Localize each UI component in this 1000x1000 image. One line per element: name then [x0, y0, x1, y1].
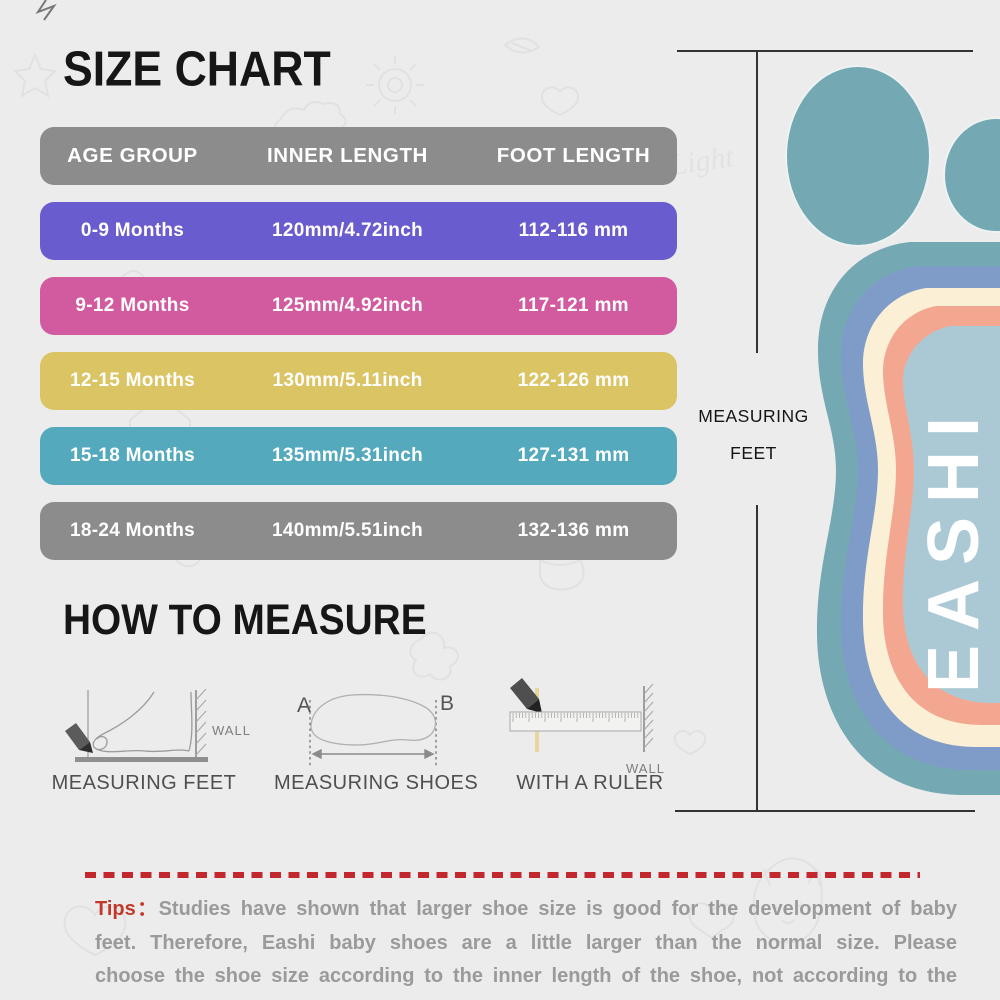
floor-line	[75, 757, 208, 762]
foot-length-cell: 122-126 mm	[517, 370, 630, 391]
foot-center	[902, 326, 1000, 703]
tips-paragraph: Tips：Studies have shown that larger shoe…	[95, 893, 957, 1000]
diagram-label-ruler: WITH A RULER	[516, 772, 664, 794]
ruler	[509, 711, 642, 732]
diagram-label-feet: MEASURING FEET	[51, 772, 237, 794]
foot-length-cell: 132-136 mm	[517, 520, 630, 541]
pencil-icon	[65, 723, 93, 753]
bracket-top-line	[677, 50, 973, 52]
diagram-label-shoes: MEASURING SHOES	[274, 772, 479, 794]
header-foot-length: FOOT LENGTH	[496, 144, 651, 167]
age-cell: 0-9 Months	[80, 220, 185, 241]
header-age-group: AGE GROUP	[67, 144, 198, 167]
table-row: 18-24 Months 140mm/5.51inch 132-136 mm	[40, 502, 677, 560]
table-row: 9-12 Months 125mm/4.92inch 117-121 mm	[40, 277, 677, 335]
inner-length-cell: 140mm/5.51inch	[271, 520, 423, 541]
foot-outline	[92, 691, 155, 751]
inner-length-cell: 125mm/4.92inch	[271, 295, 423, 316]
table-row: 0-9 Months 120mm/4.72inch 112-116 mm	[40, 202, 677, 260]
header-inner-length: INNER LENGTH	[267, 144, 428, 167]
shoe-outline	[310, 693, 437, 746]
second-toe	[943, 117, 1000, 233]
brand-text: EASHI	[914, 403, 994, 693]
pencil-icon	[510, 678, 542, 713]
bracket-vertical-line-upper	[756, 50, 758, 353]
foot-length-cell: 112-116 mm	[518, 220, 629, 241]
table-row: 12-15 Months 130mm/5.11inch 122-126 mm	[40, 352, 677, 410]
bracket-bottom-line	[675, 810, 975, 812]
age-cell: 12-15 Months	[69, 370, 195, 391]
point-a-label: A	[297, 694, 311, 717]
measuring-feet-diagram: WALL	[65, 688, 251, 762]
age-cell: 15-18 Months	[69, 445, 195, 466]
dashed-separator	[85, 872, 920, 878]
bracket-vertical-line-lower	[756, 505, 758, 811]
eashi-foot-graphic: EASHI	[785, 65, 1000, 795]
how-to-measure-title: HOW TO MEASURE	[63, 597, 427, 644]
point-b-label: B	[440, 692, 454, 715]
foot-length-cell: 117-121 mm	[518, 295, 629, 316]
tips-label: Tips：	[95, 898, 159, 920]
length-arrow	[311, 748, 435, 760]
table-row: 15-18 Months 135mm/5.31inch 127-131 mm	[40, 427, 677, 485]
inner-length-cell: 130mm/5.11inch	[272, 370, 423, 391]
caption-line-1: MEASURING	[698, 406, 809, 426]
wall-label: WALL	[626, 761, 665, 776]
caption-line-2: FEET	[730, 443, 777, 463]
age-cell: 18-24 Months	[69, 520, 195, 541]
inner-length-cell: 135mm/5.31inch	[271, 445, 423, 466]
big-toe	[785, 65, 931, 247]
foot-length-cell: 127-131 mm	[517, 445, 630, 466]
age-cell: 9-12 Months	[75, 295, 190, 316]
wall-label: WALL	[212, 723, 251, 738]
wall-hatching	[643, 683, 654, 752]
measuring-shoes-diagram: A B	[297, 692, 454, 767]
tips-text: Studies have shown that larger shoe size…	[95, 898, 957, 1000]
measuring-feet-caption: MEASURING FEET	[656, 398, 851, 472]
table-header-row: AGE GROUP INNER LENGTH FOOT LENGTH	[40, 127, 677, 185]
inner-length-cell: 120mm/4.72inch	[271, 220, 423, 241]
ruler-diagram: WALL	[509, 678, 665, 776]
wall-hatching	[195, 688, 207, 758]
size-chart-title: SIZE CHART	[63, 41, 331, 97]
size-table: AGE GROUP INNER LENGTH FOOT LENGTH 0-9 M…	[40, 127, 677, 560]
